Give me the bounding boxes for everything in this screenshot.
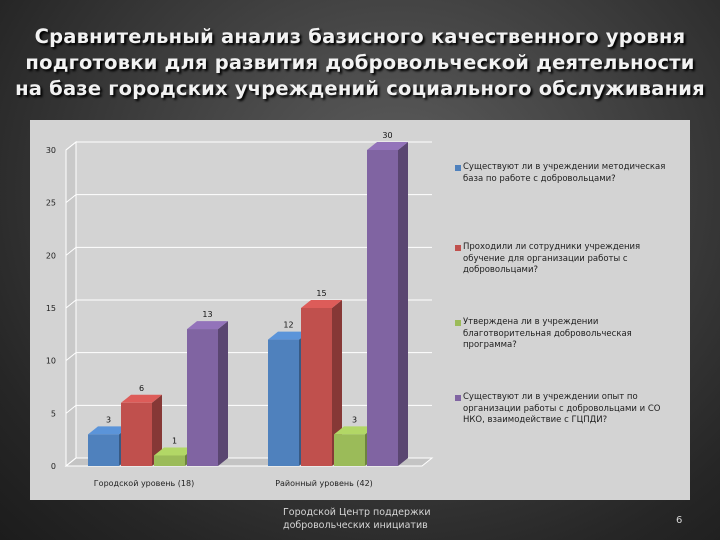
legend-label: Существуют ли в учреждении методическая …	[463, 162, 666, 184]
legend-swatch	[455, 245, 461, 251]
bar-front	[301, 308, 332, 466]
data-label: 6	[139, 384, 144, 393]
data-label: 3	[106, 415, 111, 424]
page-number: 6	[676, 515, 683, 526]
footer-org: Городской Центр поддержки добровольчески…	[283, 506, 483, 532]
slide-title: Сравнительный анализ базисного качествен…	[15, 25, 705, 100]
bar-side	[218, 321, 228, 466]
bar-1-2	[121, 394, 162, 466]
data-label: 15	[316, 289, 326, 298]
footer-org-line1: Городской Центр поддержки	[283, 507, 431, 518]
data-label: 30	[382, 131, 392, 140]
bar-top	[268, 331, 309, 340]
bar-top	[121, 394, 162, 403]
bar-front	[334, 434, 365, 466]
footer-org-line2: добровольческих инициатив	[283, 520, 428, 531]
bar-top	[334, 426, 375, 435]
y-tick-label: 0	[51, 462, 56, 471]
data-label: 1	[172, 436, 177, 445]
gridline-25	[65, 194, 432, 204]
bar-side	[398, 142, 408, 466]
bar-chart: 0 5 10 15 20 25 30 3 6 1 13 12 15 3 30 Городской уров…	[30, 120, 690, 500]
bar-top	[88, 426, 129, 435]
legend-label: Утверждена ли в учреждении благотворител…	[463, 317, 632, 350]
bar-top	[187, 321, 228, 330]
y-tick-label: 30	[46, 146, 56, 155]
gridline-20	[65, 246, 432, 256]
x-category-label: Городской уровень (18)	[94, 479, 194, 488]
bar-front	[367, 150, 398, 466]
legend-label: Существуют ли в учреждении опыт по орган…	[463, 392, 661, 425]
y-tick-label: 15	[46, 304, 56, 313]
legend-swatch	[455, 165, 461, 171]
bar-side	[332, 300, 342, 466]
bar-2-2	[301, 300, 342, 466]
legend-label: Проходили ли сотрудники учреждения обуче…	[463, 242, 641, 275]
bar-front	[187, 329, 218, 466]
bar-front	[121, 402, 152, 466]
y-tick-label: 10	[46, 357, 56, 366]
gridline-30	[65, 141, 432, 151]
bar-2-4	[367, 142, 408, 466]
x-category-label: Районный уровень (42)	[275, 479, 373, 488]
bar-front	[88, 434, 119, 466]
bar-top	[367, 142, 408, 150]
bar-side	[152, 394, 162, 466]
y-tick-label: 5	[51, 409, 56, 418]
data-label: 12	[283, 321, 293, 330]
bar-top	[301, 300, 342, 308]
bar-front	[154, 455, 185, 466]
y-tick-label: 20	[46, 251, 56, 260]
legend-swatch	[455, 320, 461, 326]
bar-chart-svg: 0 5 10 15 20 25 30 3 6 1 13 12 15 3 30 Городской уров…	[30, 120, 690, 500]
bar-top	[154, 447, 195, 456]
legend-swatch	[455, 395, 461, 401]
data-label: 3	[352, 415, 357, 424]
data-label: 13	[202, 310, 212, 319]
bar-front	[268, 339, 299, 466]
y-tick-label: 25	[46, 199, 56, 208]
bar-1-4	[187, 321, 228, 466]
